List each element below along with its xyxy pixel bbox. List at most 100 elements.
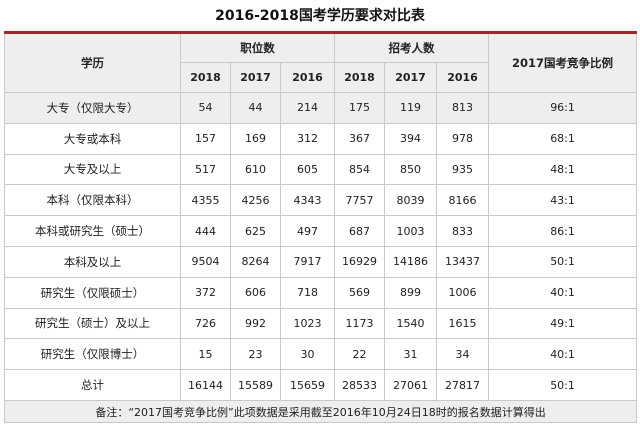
table-row: 总计 16144 15589 15659 28533 27061 27817 50:1 <box>4 369 638 401</box>
recruits-2016: 8166 <box>436 184 490 217</box>
positions-2018: 372 <box>180 276 231 309</box>
table-row: 研究生（硕士）及以上 726 992 1023 1173 1540 1615 49:1 <box>4 307 638 340</box>
positions-2017: 606 <box>230 276 281 309</box>
positions-2017: 610 <box>230 153 281 186</box>
positions-2018: 157 <box>180 122 231 155</box>
recruits-2017: 899 <box>384 276 438 309</box>
recruits-2018: 175 <box>334 92 386 124</box>
table-title: 2016-2018国考学历要求对比表 <box>215 8 425 24</box>
positions-2018: 4355 <box>180 184 231 217</box>
positions-2018: 9504 <box>180 245 231 278</box>
ratio-cell: 50:1 <box>488 245 638 278</box>
positions-2018: 517 <box>180 153 231 186</box>
positions-2018: 15 <box>180 338 231 371</box>
positions-2016: 497 <box>279 215 336 247</box>
positions-2016: 30 <box>279 338 336 371</box>
row-label: 本科及以上 <box>4 245 181 278</box>
recruits-2016: 978 <box>436 122 490 155</box>
ratio-cell: 48:1 <box>488 153 638 186</box>
row-label: 研究生（硕士）及以上 <box>4 307 181 340</box>
ratio-cell: 49:1 <box>488 307 638 340</box>
table-row: 研究生（仅限硕士） 372 606 718 569 899 1006 40:1 <box>4 276 638 309</box>
positions-2016: 4343 <box>279 184 336 217</box>
note-row: 备注：“2017国考竞争比例”此项数据是采用截至2016年10月24日18时的报… <box>3 400 638 423</box>
recruits-2018: 22 <box>334 338 386 371</box>
recruits-2017: 394 <box>384 122 438 155</box>
header-ratio: 2017国考竞争比例 <box>488 32 638 93</box>
header-recruits: 招考人数 <box>334 32 490 63</box>
positions-2016: 15659 <box>279 369 336 401</box>
ratio-cell: 40:1 <box>488 276 638 309</box>
positions-2016: 1023 <box>279 307 336 340</box>
header-row-1: 学历 职位数 招考人数 2017国考竞争比例 <box>4 32 638 93</box>
ratio-cell: 50:1 <box>488 369 638 401</box>
recruits-2018: 687 <box>334 215 386 247</box>
positions-2017: 625 <box>230 215 281 247</box>
table-row: 本科或研究生（硕士） 444 625 497 687 1003 833 86:1 <box>4 215 638 247</box>
ratio-cell: 68:1 <box>488 122 638 155</box>
row-label: 研究生（仅限博士） <box>4 338 181 371</box>
row-label: 总计 <box>4 369 181 401</box>
table-row: 大专或本科 157 169 312 367 394 978 68:1 <box>4 122 638 155</box>
row-label: 大专或本科 <box>4 122 181 155</box>
positions-2017: 15589 <box>230 369 281 401</box>
recruits-2016: 27817 <box>436 369 490 401</box>
recruits-2018: 28533 <box>334 369 386 401</box>
positions-2016: 214 <box>279 92 336 124</box>
positions-2018: 16144 <box>180 369 231 401</box>
positions-2016: 312 <box>279 122 336 155</box>
header-row-2: 2018 2017 2016 2018 2017 2016 <box>5 62 637 93</box>
comparison-table: 学历 职位数 招考人数 2017国考竞争比例 2018 2017 2016 20… <box>3 31 638 423</box>
recruits-2017: 8039 <box>384 184 438 217</box>
recruits-2017: 1540 <box>384 307 438 340</box>
header-year: 2018 <box>180 62 231 93</box>
header-year: 2016 <box>279 62 336 93</box>
ratio-cell: 43:1 <box>488 184 638 217</box>
row-label: 研究生（仅限硕士） <box>4 276 181 309</box>
row-label: 本科或研究生（硕士） <box>4 215 181 247</box>
ratio-cell: 96:1 <box>488 92 638 124</box>
recruits-2017: 850 <box>384 153 438 186</box>
recruits-2017: 31 <box>384 338 438 371</box>
recruits-2017: 27061 <box>384 369 438 401</box>
recruits-2016: 833 <box>436 215 490 247</box>
table-note: 备注：“2017国考竞争比例”此项数据是采用截至2016年10月24日18时的报… <box>3 400 638 423</box>
positions-2017: 44 <box>230 92 281 124</box>
table-row: 本科（仅限本科） 4355 4256 4343 7757 8039 8166 43:1 <box>4 184 638 217</box>
recruits-2018: 854 <box>334 153 386 186</box>
positions-2016: 7917 <box>279 245 336 278</box>
recruits-2016: 34 <box>436 338 490 371</box>
recruits-2016: 1006 <box>436 276 490 309</box>
recruits-2017: 119 <box>384 92 438 124</box>
recruits-2018: 7757 <box>334 184 386 217</box>
row-label: 大专及以上 <box>4 153 181 186</box>
table-row: 大专及以上 517 610 605 854 850 935 48:1 <box>4 153 638 186</box>
recruits-2016: 13437 <box>436 245 490 278</box>
table-row: 本科及以上 9504 8264 7917 16929 14186 13437 50:1 <box>4 245 638 278</box>
table-row: 大专（仅限大专） 54 44 214 175 119 813 96:1 <box>4 92 638 124</box>
recruits-2016: 1615 <box>436 307 490 340</box>
positions-2018: 726 <box>180 307 231 340</box>
recruits-2018: 569 <box>334 276 386 309</box>
positions-2017: 4256 <box>230 184 281 217</box>
row-label: 本科（仅限本科） <box>4 184 181 217</box>
positions-2016: 605 <box>279 153 336 186</box>
recruits-2017: 1003 <box>384 215 438 247</box>
recruits-2016: 813 <box>436 92 490 124</box>
positions-2017: 23 <box>230 338 281 371</box>
header-positions: 职位数 <box>179 32 336 63</box>
positions-2017: 8264 <box>230 245 281 278</box>
header-year: 2017 <box>230 62 281 93</box>
header-year: 2017 <box>384 62 438 93</box>
positions-2016: 718 <box>279 276 336 309</box>
positions-2017: 169 <box>230 122 281 155</box>
recruits-2018: 1173 <box>334 307 386 340</box>
positions-2017: 992 <box>230 307 281 340</box>
ratio-cell: 86:1 <box>488 215 638 247</box>
recruits-2017: 14186 <box>384 245 438 278</box>
header-education: 学历 <box>4 32 181 93</box>
recruits-2018: 16929 <box>334 245 386 278</box>
table-row: 研究生（仅限博士） 15 23 30 22 31 34 40:1 <box>4 338 638 371</box>
ratio-cell: 40:1 <box>488 338 638 371</box>
